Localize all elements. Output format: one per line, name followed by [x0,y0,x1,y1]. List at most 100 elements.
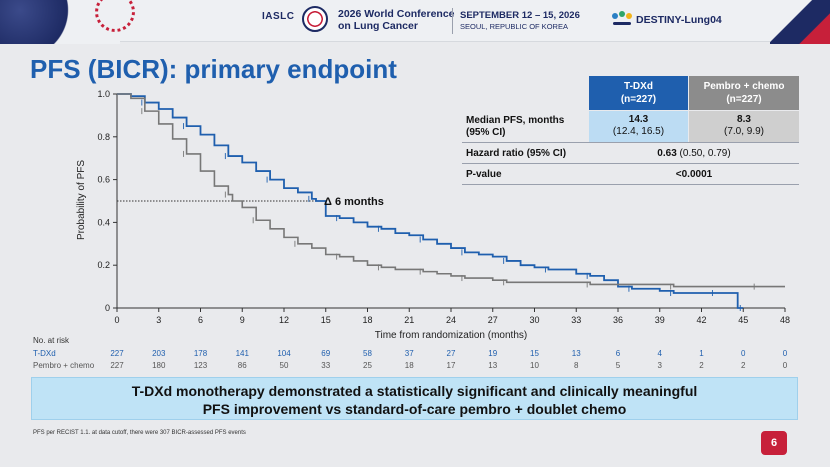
risk-cell: 178 [193,349,208,358]
risk-cell: 18 [404,361,414,370]
risk-cell: 15 [530,349,539,358]
conference-dates: SEPTEMBER 12 – 15, 2026 SEOUL, REPUBLIC … [460,10,600,32]
risk-cell: 141 [235,349,249,358]
risk-cell: 1 [699,349,704,358]
median-tdxd-ci: (12.4, 16.5) [612,126,665,137]
p-value: <0.0001 [675,169,713,180]
risk-cell: 227 [110,361,124,370]
hr-value: 0.63 [657,148,677,159]
hazard-ratio-row: Hazard ratio (95% CI) 0.63 (0.50, 0.79) [462,144,799,164]
header-decoration-right [770,0,830,44]
risk-cell: 13 [488,361,498,370]
header-divider [452,8,453,34]
hr-label: Hazard ratio (95% CI) [466,148,567,159]
x-tick-label: 3 [156,315,161,325]
iaslc-logo: IASLC [262,11,295,22]
header-pembro-line2: (n=227) [726,94,762,105]
x-tick-label: 36 [613,315,623,325]
p-label: P-value [466,169,502,180]
risk-cell: 0 [741,349,746,358]
y-tick-label: 1.0 [97,89,110,99]
risk-cell: 2 [699,361,704,370]
risk-cell: 180 [152,361,166,370]
median-pembro-cell: 8.3 (7.0, 9.9) [689,111,799,142]
header-decoration-left [0,0,135,44]
risk-cell: 8 [574,361,579,370]
x-tick-label: 33 [571,315,581,325]
risk-cell: 25 [363,361,372,370]
y-axis-label: Probability of PFS [76,160,87,240]
median-pembro-ci: (7.0, 9.9) [723,126,765,137]
median-tdxd-value: 14.3 [628,114,649,125]
x-tick-label: 42 [696,315,706,325]
p-value-row: P-value <0.0001 [462,165,799,185]
risk-cell: 58 [363,349,372,358]
risk-row-name: Pembro + chemo [33,361,95,370]
median-pfs-label: Median PFS, months (95% CI) [466,115,564,139]
y-tick-label: 0.4 [97,217,110,227]
x-tick-label: 48 [780,315,790,325]
ring-decoration [95,0,135,32]
risk-cell: 0 [782,349,788,358]
dates-line2: SEOUL, REPUBLIC OF KOREA [460,22,568,31]
header-pembro: Pembro + chemo (n=227) [689,76,799,110]
risk-cell: 0 [782,361,788,370]
risk-cell: 33 [321,361,331,370]
median-label-line1: Median PFS, months [466,115,565,126]
x-tick-label: 21 [404,315,414,325]
conference-name-line1: 2026 World Conference [338,8,455,20]
x-tick-label: 27 [488,315,498,325]
conference-name: 2026 World Conference on Lung Cancer [338,8,458,32]
x-tick-label: 15 [321,315,331,325]
x-tick-label: 6 [198,315,203,325]
risk-row-name: T-DXd [33,349,56,358]
hr-value-cell: 0.63 (0.50, 0.79) [589,148,799,160]
risk-cell: 86 [237,361,247,370]
x-axis-label: Time from randomization (months) [375,330,527,340]
risk-cell: 104 [277,349,291,358]
risk-cell: 19 [488,349,498,358]
risk-cell: 203 [152,349,166,358]
risk-cell: 6 [615,349,621,358]
conclusion-banner: T-DXd monotherapy demonstrated a statist… [31,377,798,420]
delta-annotation: Δ 6 months [324,196,384,208]
dates-line1: SEPTEMBER 12 – 15, 2026 [460,10,580,21]
hr-ci: (0.50, 0.79) [679,148,731,159]
series-line-0 [117,93,744,309]
x-tick-label: 24 [446,315,456,325]
header-tdxd: T-DXd (n=227) [589,76,688,110]
header-pembro-line1: Pembro + chemo [703,81,785,92]
y-tick-label: 0 [105,303,110,313]
chart-ticks: 0 3 6 9 12 15 18 21 24 27 30 33 36 39 42 45 4800.20.40.6… [97,89,790,325]
median-pfs-row: Median PFS, months (95% CI) 14.3 (12.4, … [462,111,799,143]
risk-cell: 37 [404,349,414,358]
conference-header: IASLC 2026 World Conference on Lung Canc… [0,0,830,44]
conference-name-line2: on Lung Cancer [338,20,418,32]
destiny-logo-icon [612,11,632,25]
x-tick-label: 9 [240,315,245,325]
median-label-line2: (95% CI) [466,127,506,138]
risk-cell: 4 [657,349,662,358]
footnote: PFS per RECIST 1.1. at data cutoff, ther… [33,430,246,436]
series-line-1 [117,93,785,288]
x-tick-label: 45 [738,315,748,325]
trial-name: DESTINY-Lung04 [636,14,722,26]
y-tick-label: 0.8 [97,132,110,142]
risk-cell: 10 [530,361,539,370]
risk-cell: 2 [741,361,746,370]
risk-cell: 227 [110,349,124,358]
x-tick-label: 39 [655,315,665,325]
seal-icon [302,6,328,32]
slide-title: PFS (BICR): primary endpoint [30,54,397,84]
y-tick-label: 0.6 [97,175,110,185]
risk-cell: 17 [446,361,456,370]
median-tdxd-cell: 14.3 (12.4, 16.5) [589,111,688,142]
risk-cell: 3 [657,361,662,370]
y-tick-label: 0.2 [97,260,110,270]
x-tick-label: 0 [114,315,119,325]
header-tdxd-line2: (n=227) [620,94,657,105]
x-tick-label: 12 [279,315,289,325]
chart-series [117,93,785,311]
x-tick-label: 18 [362,315,372,325]
risk-cell: 27 [446,349,456,358]
